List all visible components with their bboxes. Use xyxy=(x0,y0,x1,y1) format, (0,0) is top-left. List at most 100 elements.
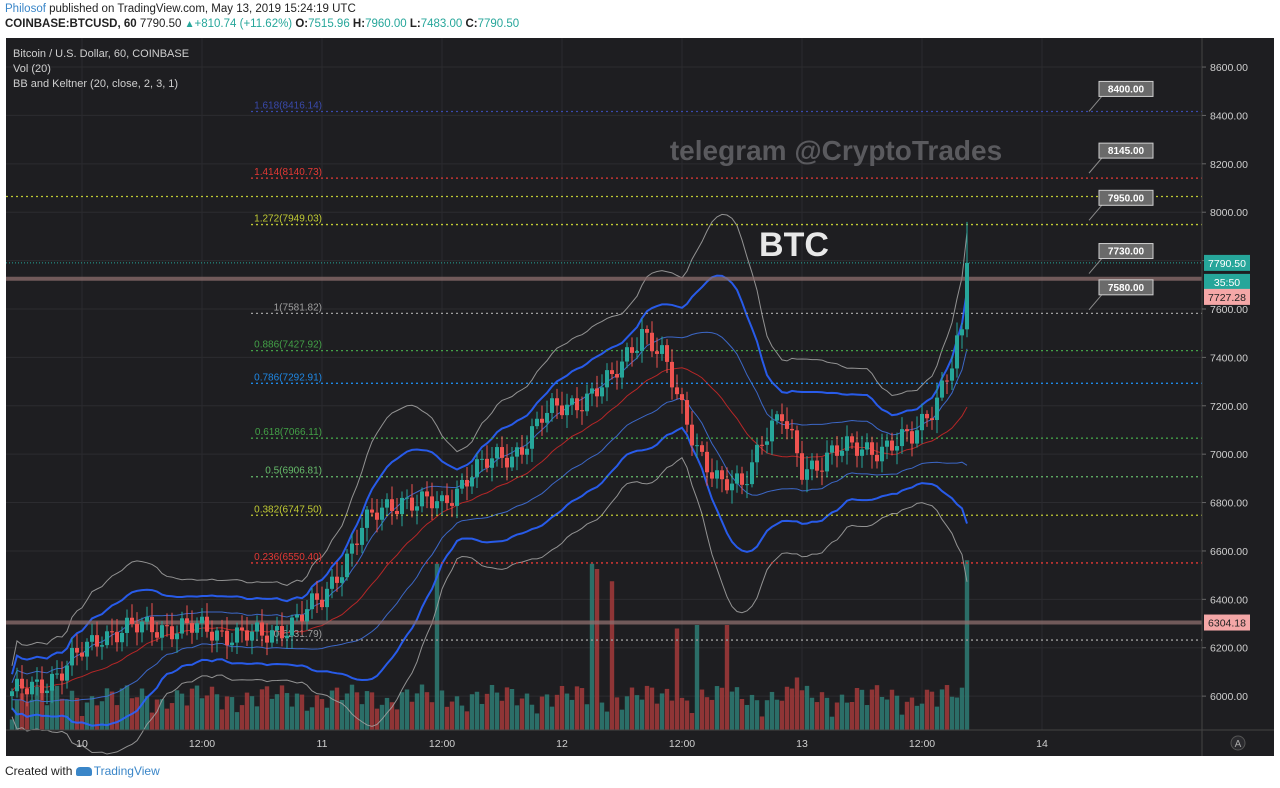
volume-bar xyxy=(809,697,815,730)
tradingview-link[interactable]: TradingView xyxy=(93,764,160,778)
candle-body xyxy=(930,418,934,421)
volume-bar xyxy=(19,693,25,730)
volume-bar xyxy=(564,693,570,730)
price-tick-label: 7400.00 xyxy=(1210,352,1248,364)
open-label: O: xyxy=(295,18,309,30)
candle-body xyxy=(55,673,59,675)
volume-bar xyxy=(779,700,785,730)
volume-bar xyxy=(409,701,415,730)
volume-bar xyxy=(84,702,90,730)
candle-body xyxy=(60,673,64,681)
chart-panel[interactable]: 1.618(8416.14) 1.414(8140.73) 1.272(7949.0… xyxy=(6,38,1274,756)
volume-bar xyxy=(529,704,535,730)
volume-bar xyxy=(309,707,315,730)
candle-body xyxy=(340,577,344,583)
volume-bar xyxy=(754,700,760,730)
band-line xyxy=(11,213,968,666)
band-line xyxy=(11,331,968,683)
candle-body xyxy=(755,444,759,463)
price-chart[interactable]: 1.618(8416.14) 1.414(8140.73) 1.272(7949.0… xyxy=(6,38,1274,756)
volume-bar xyxy=(249,696,255,730)
candle-body xyxy=(125,617,129,633)
volume-bar xyxy=(374,708,380,730)
volume-bar xyxy=(624,696,630,730)
candle-body xyxy=(875,454,879,462)
volume-bar xyxy=(479,703,485,730)
candle-body xyxy=(820,470,824,472)
candle-body xyxy=(525,448,529,455)
volume-bar xyxy=(714,686,720,730)
candle-body xyxy=(305,609,309,622)
volume-bar xyxy=(604,711,610,730)
volume-bar xyxy=(889,689,895,730)
volume-bar xyxy=(559,685,565,730)
target-value: 7580.00 xyxy=(1108,283,1145,294)
price-axis[interactable] xyxy=(1202,38,1274,756)
volume-bar xyxy=(384,697,390,730)
legend-volume: Vol (20) xyxy=(13,63,51,75)
candle-body xyxy=(20,678,24,689)
volume-bar xyxy=(179,693,185,730)
candle-body xyxy=(840,450,844,456)
candle-body xyxy=(330,576,334,589)
fib-label: 0.786(7292.91) xyxy=(254,372,322,383)
candle-body xyxy=(430,496,434,509)
candle-body xyxy=(300,614,304,622)
author-link[interactable]: Philosof xyxy=(5,3,46,15)
volume-bar xyxy=(499,700,505,730)
volume-bar xyxy=(504,687,510,730)
candle-body xyxy=(465,479,469,487)
candle-body xyxy=(320,599,324,608)
candle-body xyxy=(400,497,404,515)
candle-body xyxy=(135,623,139,633)
candle-body xyxy=(450,503,454,506)
volume-bar xyxy=(414,693,420,730)
candle-body xyxy=(870,442,874,455)
volume-bar xyxy=(124,685,130,730)
volume-bar xyxy=(459,705,465,730)
price-tick-label: 7000.00 xyxy=(1210,449,1248,461)
volume-bar xyxy=(244,692,250,730)
candle-body xyxy=(65,665,69,681)
volume-bar xyxy=(354,692,360,730)
candle-body xyxy=(600,387,604,397)
volume-bar xyxy=(749,694,755,730)
candle-body xyxy=(575,398,579,411)
candle-body xyxy=(10,691,14,697)
candle-body xyxy=(570,398,574,405)
candle-body xyxy=(770,420,774,442)
created-with-label: Created with xyxy=(5,764,76,778)
volume-bar xyxy=(379,704,385,730)
auto-scale-icon: A xyxy=(1235,739,1242,750)
volume-bar xyxy=(644,685,650,730)
time-tick-label: 12:00 xyxy=(429,738,455,750)
target-box xyxy=(1098,243,1154,260)
candle-body xyxy=(625,347,629,362)
candle-body xyxy=(165,625,169,627)
candle-body xyxy=(635,351,639,353)
time-tick-label: 10 xyxy=(76,738,88,750)
volume-bar xyxy=(419,684,425,730)
volume-bar xyxy=(389,702,395,730)
volume-bar xyxy=(154,699,160,730)
target-box xyxy=(1098,279,1154,296)
candle-body xyxy=(535,418,539,427)
candle-body xyxy=(355,543,359,545)
volume-bar xyxy=(9,719,15,730)
candle-body xyxy=(335,576,339,583)
candle-body xyxy=(835,445,839,456)
volume-bar xyxy=(659,693,665,730)
volume-bar xyxy=(509,689,515,730)
target-value: 7730.00 xyxy=(1108,247,1145,258)
candle-body xyxy=(395,510,399,515)
candle-body xyxy=(130,617,134,624)
fib-label: 0.5(6906.81) xyxy=(265,466,322,477)
candle-body xyxy=(865,442,869,450)
candle-body xyxy=(80,652,84,657)
candle-body xyxy=(580,410,584,412)
auto-scale-button[interactable] xyxy=(1230,735,1246,751)
volume-bar xyxy=(839,694,845,730)
candle-body xyxy=(190,623,194,633)
volume-bar xyxy=(469,694,475,730)
candle-body xyxy=(405,497,409,499)
